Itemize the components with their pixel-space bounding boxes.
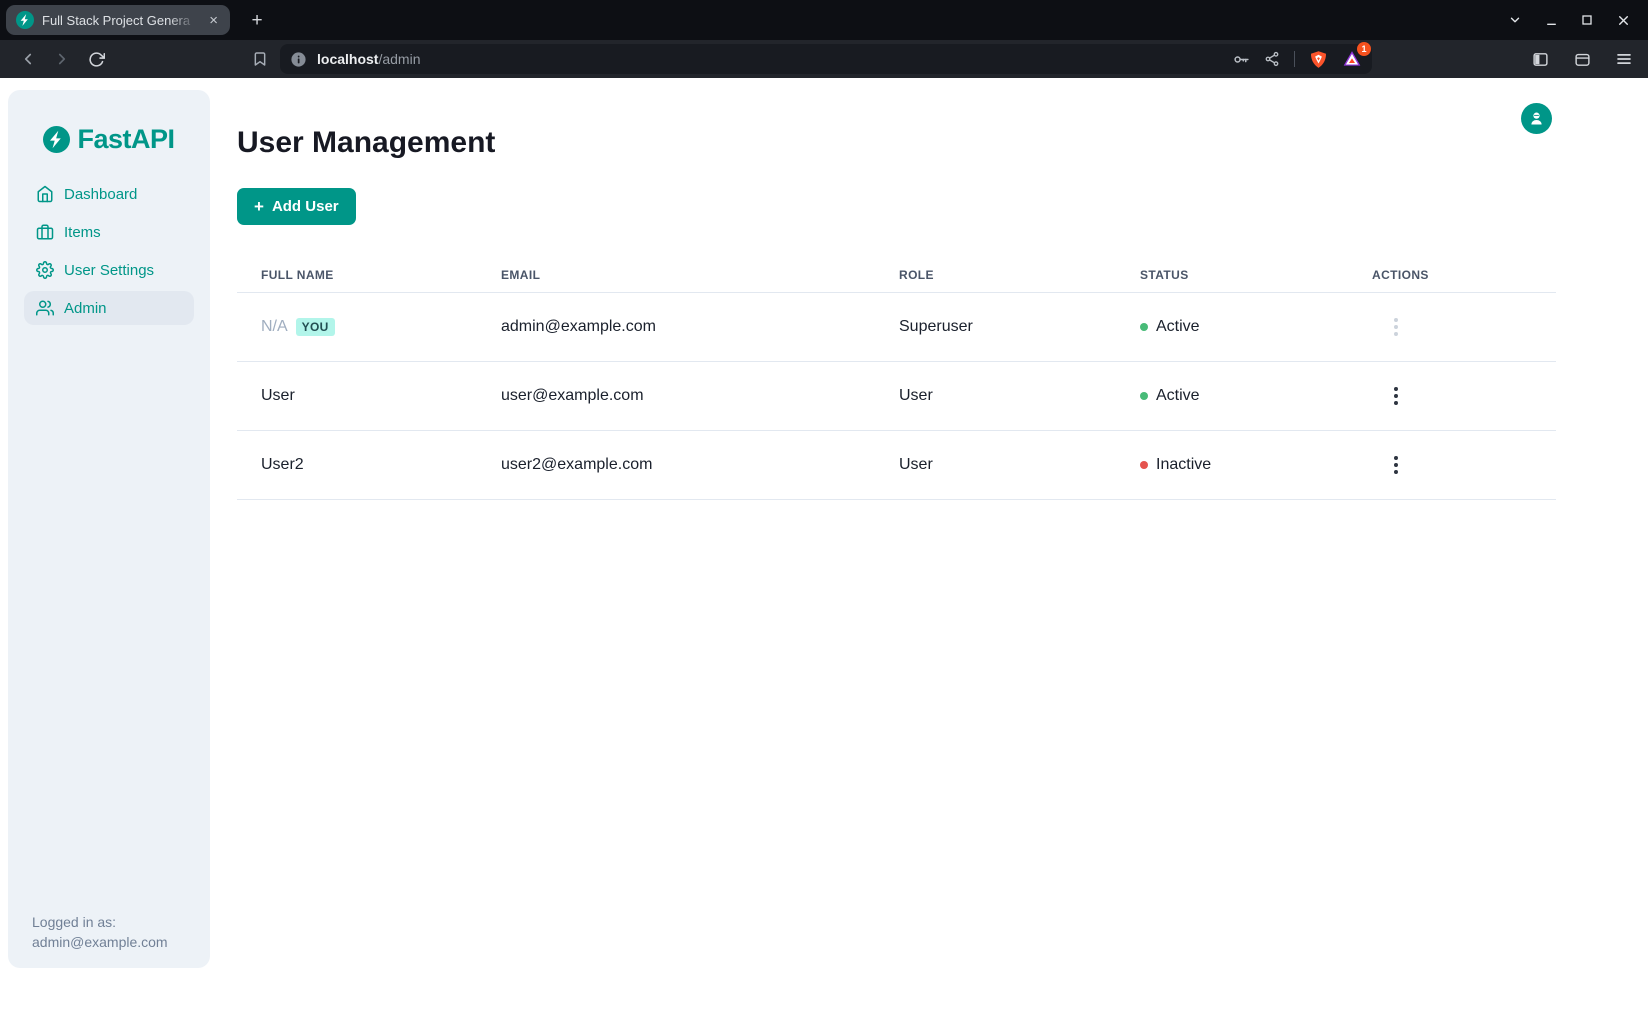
full-name: N/A (261, 318, 288, 335)
role-cell: Superuser (899, 318, 973, 335)
row-actions-menu-button[interactable] (1388, 452, 1404, 478)
home-icon (37, 185, 53, 203)
sidebar-item-label: Admin (64, 299, 107, 317)
fastapi-logo: FastAPI (8, 124, 210, 155)
fastapi-favicon-icon (16, 11, 34, 29)
users-table: FULL NAME EMAIL ROLE STATUS ACTIONS N/A … (237, 245, 1556, 500)
share-icon[interactable] (1264, 51, 1280, 67)
logged-in-info: Logged in as: admin@example.com (8, 912, 210, 968)
fastapi-bolt-icon (43, 126, 71, 153)
status-label: Active (1156, 387, 1200, 404)
reload-icon[interactable] (82, 45, 110, 73)
plus-icon: + (254, 197, 264, 216)
logo-text: FastAPI (77, 124, 175, 154)
maximize-icon[interactable] (1574, 7, 1600, 33)
page-title: User Management (237, 126, 496, 159)
col-header-full-name: FULL NAME (261, 267, 334, 282)
sidebar-panel-icon[interactable] (1526, 45, 1554, 73)
email-cell: admin@example.com (501, 318, 656, 335)
password-key-icon[interactable] (1233, 51, 1250, 68)
col-header-status: STATUS (1140, 267, 1189, 282)
tab-title: Full Stack Project Genera (42, 12, 191, 28)
sidebar-item-admin[interactable]: Admin (24, 291, 194, 325)
col-header-role: ROLE (899, 267, 934, 282)
row-actions-menu-button[interactable] (1388, 383, 1404, 409)
table-row: User2 user2@example.com User Inactive (237, 431, 1556, 500)
status-dot (1140, 323, 1148, 331)
browser-tab[interactable]: Full Stack Project Genera × (6, 5, 230, 35)
status-label: Inactive (1156, 456, 1212, 473)
col-header-email: EMAIL (501, 267, 541, 282)
email-cell: user2@example.com (501, 456, 653, 473)
sidebar: FastAPI Dashboard Items User Settings (8, 90, 210, 968)
browser-toolbar: localhost/admin 1 (0, 40, 1648, 78)
role-cell: User (899, 387, 933, 404)
full-name: User2 (261, 456, 304, 473)
sidebar-nav: Dashboard Items User Settings Admin (8, 177, 210, 325)
page-content: FastAPI Dashboard Items User Settings (0, 78, 1648, 1025)
sidebar-item-label: Items (64, 223, 101, 241)
full-name: User (261, 387, 295, 404)
bookmark-icon[interactable] (246, 45, 274, 73)
back-icon[interactable] (14, 45, 42, 73)
add-user-label: Add User (271, 198, 339, 215)
tab-close-icon[interactable]: × (209, 11, 218, 29)
briefcase-icon (36, 224, 54, 240)
add-user-button[interactable]: + Add User (237, 188, 356, 225)
user-avatar-icon (1531, 112, 1542, 125)
sidebar-item-user-settings[interactable]: User Settings (24, 253, 194, 287)
table-row: N/A YOU admin@example.com Superuser Acti… (237, 293, 1556, 362)
browser-titlebar: Full Stack Project Genera × + (0, 0, 1648, 40)
users-icon (36, 300, 54, 316)
forward-icon[interactable] (48, 45, 76, 73)
gear-icon (36, 261, 54, 279)
close-icon[interactable] (1610, 7, 1636, 33)
minimize-icon[interactable] (1538, 7, 1564, 33)
role-cell: User (899, 456, 933, 473)
brave-rewards-icon[interactable]: 1 (1342, 42, 1371, 69)
you-badge: YOU (295, 318, 335, 336)
sidebar-item-label: User Settings (64, 261, 155, 279)
url-path: /admin (378, 51, 421, 67)
menu-hamburger-icon[interactable] (1610, 45, 1638, 73)
tab-search-chevron-icon[interactable] (1502, 7, 1528, 33)
site-info-icon[interactable] (290, 51, 307, 68)
rewards-badge: 1 (1357, 42, 1371, 56)
brave-shield-icon[interactable] (1309, 50, 1328, 69)
address-bar[interactable]: localhost/admin 1 (280, 42, 1372, 74)
email-cell: user@example.com (501, 387, 644, 404)
url-text: localhost/admin (317, 51, 421, 67)
toolbar-divider (1294, 51, 1295, 67)
logged-in-label: Logged in as: (32, 914, 117, 930)
url-host: localhost (317, 51, 379, 67)
main-content: User Management + Add User FULL NAME EMA… (210, 78, 1648, 1025)
sidebar-item-dashboard[interactable]: Dashboard (24, 177, 194, 211)
logged-in-email: admin@example.com (32, 934, 168, 950)
new-tab-button[interactable]: + (244, 8, 270, 34)
status-dot (1140, 461, 1148, 469)
col-header-actions: ACTIONS (1372, 267, 1429, 282)
table-row: User user@example.com User Active (237, 362, 1556, 431)
row-actions-menu-button (1388, 314, 1404, 340)
wallet-icon[interactable] (1568, 45, 1596, 73)
window-controls (1502, 0, 1636, 40)
user-menu-avatar-button[interactable] (1521, 103, 1552, 134)
table-header-row: FULL NAME EMAIL ROLE STATUS ACTIONS (237, 245, 1556, 293)
status-dot (1140, 392, 1148, 400)
sidebar-item-label: Dashboard (64, 185, 138, 203)
status-label: Active (1156, 318, 1200, 335)
sidebar-item-items[interactable]: Items (24, 215, 194, 249)
